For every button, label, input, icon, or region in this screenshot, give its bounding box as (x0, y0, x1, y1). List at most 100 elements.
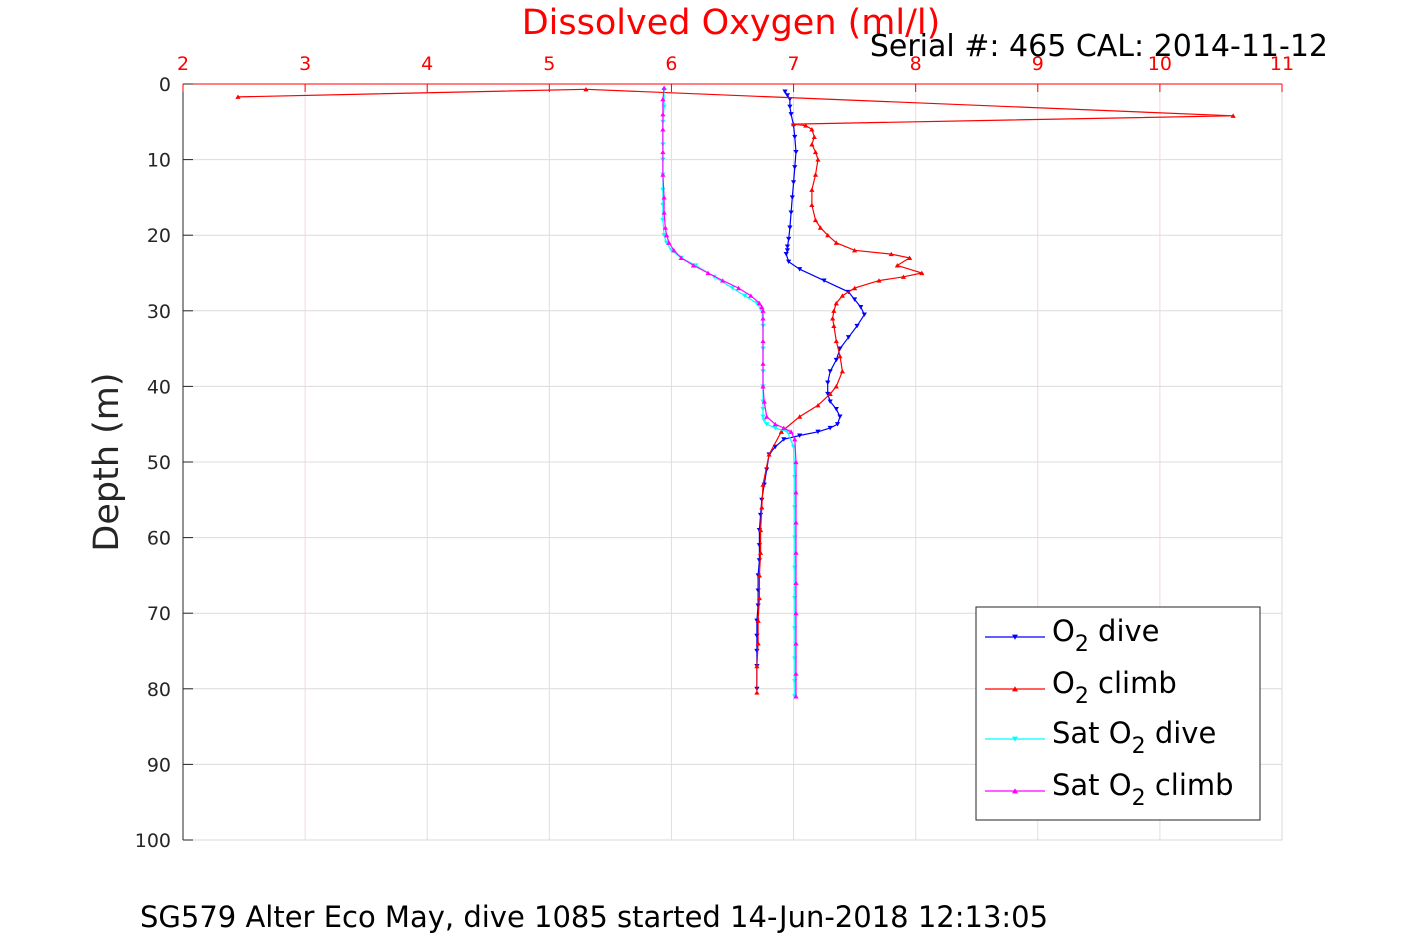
x-tick-label: 4 (421, 53, 433, 75)
y-tick-label: 40 (147, 376, 171, 398)
data-point (837, 346, 843, 351)
data-point (797, 414, 803, 419)
data-point (793, 694, 799, 699)
data-point (757, 550, 764, 555)
series-sat-o2-climb (660, 85, 799, 699)
data-point (764, 422, 770, 427)
x-tick-label: 5 (543, 53, 555, 75)
data-point (852, 247, 858, 253)
data-point (755, 641, 761, 646)
data-point (764, 467, 770, 472)
data-point (876, 278, 882, 283)
data-point (756, 300, 762, 306)
data-point (661, 195, 667, 200)
data-point (894, 263, 900, 268)
data-point (786, 259, 792, 264)
series-layer (235, 85, 1236, 699)
data-point (760, 316, 766, 321)
data-point (792, 165, 798, 170)
data-point (793, 489, 799, 495)
chart-footer: SG579 Alter Eco May, dive 1085 started 1… (140, 900, 1048, 934)
data-point (861, 312, 867, 317)
data-point (852, 285, 858, 291)
data-point (815, 402, 821, 408)
data-point (817, 225, 824, 230)
data-point (235, 94, 241, 99)
x-tick-label: 8 (910, 53, 922, 75)
data-point (809, 187, 815, 192)
data-point (784, 248, 791, 253)
data-point (790, 180, 797, 185)
data-point (783, 252, 789, 257)
data-point (661, 85, 667, 90)
legend-label: Sat O2 climb (1052, 768, 1234, 811)
data-point (729, 286, 736, 291)
data-point (837, 353, 843, 359)
y-axis-label: Depth (m) (87, 372, 127, 551)
data-point (661, 233, 667, 238)
chart-subtitle: Serial #: 465 CAL: 2014-11-12 (870, 29, 1328, 64)
data-point (809, 142, 815, 147)
data-point (1230, 113, 1236, 118)
data-point (666, 240, 672, 245)
data-point (766, 452, 772, 457)
y-tick-label: 20 (147, 225, 171, 247)
data-point (756, 573, 762, 578)
data-point (760, 407, 766, 412)
y-tick-label: 100 (135, 830, 171, 852)
legend-swatch-marker (1012, 634, 1018, 640)
data-point (754, 690, 760, 695)
data-point (815, 157, 821, 162)
data-point (821, 278, 827, 283)
legend: O2 dive O2 climb Sat O2 dive Sat O2 climb (975, 606, 1261, 821)
data-point (827, 425, 833, 431)
data-point (720, 278, 726, 283)
data-point (811, 134, 817, 139)
data-point (754, 663, 760, 669)
data-point (793, 671, 799, 676)
data-point (900, 274, 907, 279)
data-point (781, 425, 787, 431)
data-point (788, 112, 794, 117)
chart-title: Dissolved Oxygen (ml/l) (522, 3, 941, 43)
data-point (854, 323, 860, 329)
data-point (660, 149, 666, 155)
x-tick-label: 3 (299, 53, 311, 75)
data-point (906, 255, 913, 260)
x-tick-label: 10 (1148, 53, 1172, 75)
data-point (784, 93, 791, 98)
data-point (825, 232, 831, 238)
data-point (827, 399, 833, 404)
data-point (759, 505, 765, 510)
data-point (793, 459, 799, 465)
data-point (797, 267, 803, 272)
data-point (827, 369, 833, 374)
data-point (693, 263, 699, 268)
data-point (660, 96, 666, 102)
data-point (793, 610, 799, 616)
y-tick-label: 80 (147, 679, 171, 701)
series-o2-climb (235, 86, 1236, 695)
x-tick-label: 9 (1032, 53, 1044, 75)
data-point (757, 527, 764, 533)
data-point (803, 123, 809, 128)
data-point (827, 391, 833, 397)
data-point (812, 149, 819, 155)
data-point (787, 225, 793, 230)
data-point (831, 308, 837, 313)
data-point (833, 338, 839, 344)
y-tick-label: 70 (147, 603, 171, 625)
data-point (825, 391, 831, 397)
data-point (833, 384, 839, 389)
data-point (839, 368, 845, 374)
data-point (797, 433, 803, 438)
data-point (833, 240, 839, 245)
data-point (663, 232, 670, 238)
data-point (790, 121, 797, 127)
data-point (793, 520, 799, 525)
data-point (788, 210, 794, 215)
data-point (834, 422, 841, 427)
data-point (756, 595, 762, 601)
data-point (662, 225, 668, 230)
